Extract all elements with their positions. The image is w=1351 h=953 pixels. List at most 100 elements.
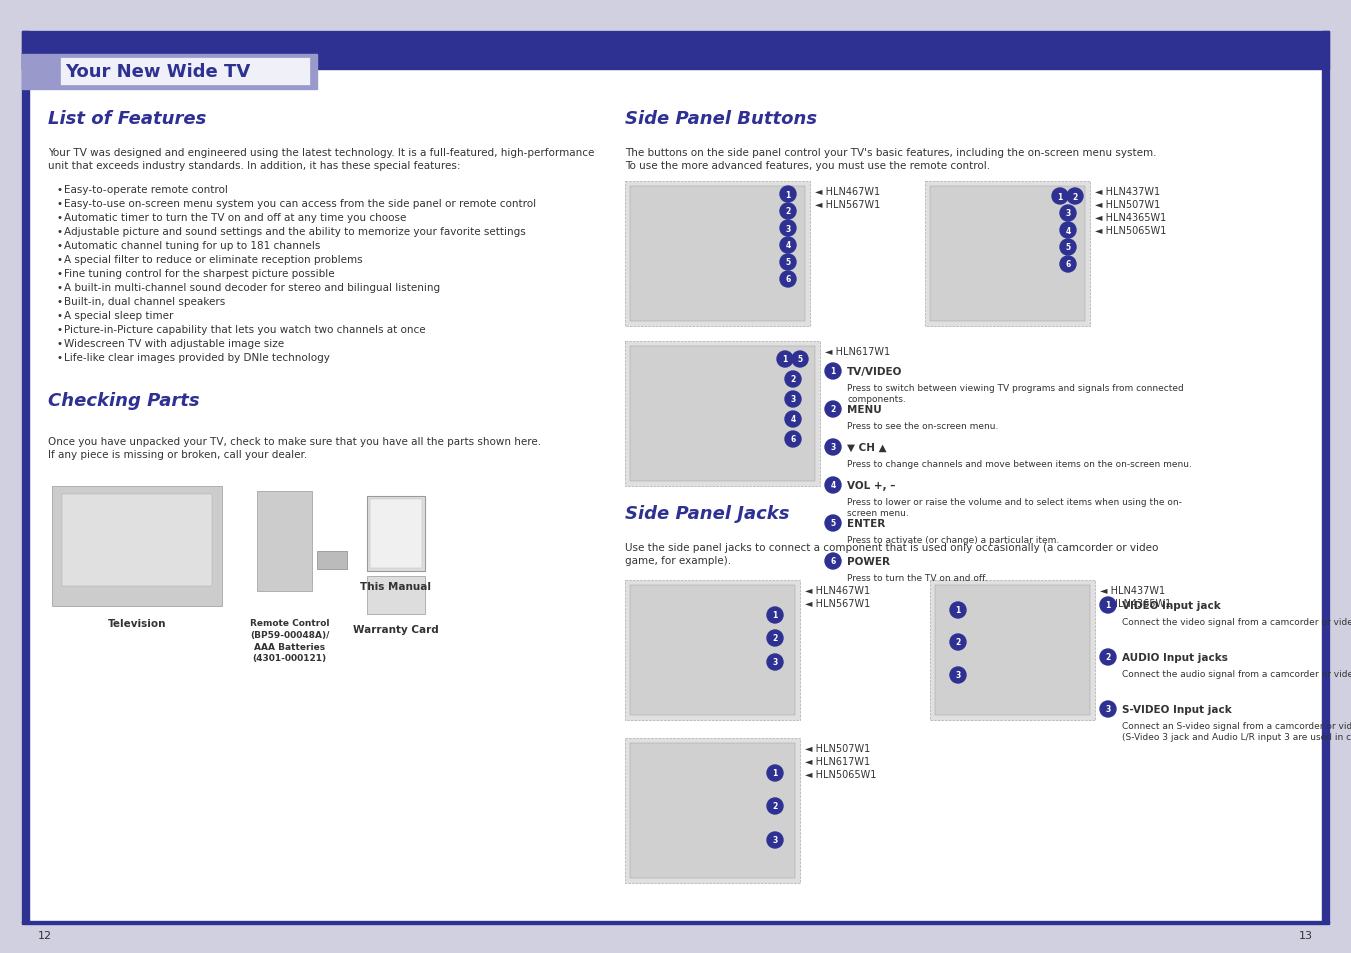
Circle shape (825, 439, 842, 456)
Bar (935, 585, 1090, 716)
Text: •: • (55, 269, 62, 278)
Text: 2: 2 (773, 801, 778, 811)
Text: •: • (55, 283, 62, 293)
Bar (626, 341, 820, 486)
Circle shape (1061, 223, 1075, 239)
Text: S-VIDEO Input jack: S-VIDEO Input jack (1121, 704, 1232, 714)
Text: Picture-in-Picture capability that lets you watch two channels at once: Picture-in-Picture capability that lets … (63, 325, 426, 335)
Text: 12: 12 (38, 930, 53, 940)
Text: •: • (55, 254, 62, 265)
Text: 1: 1 (773, 769, 778, 778)
Circle shape (825, 477, 842, 494)
Bar (51, 486, 222, 606)
Text: 1: 1 (1058, 193, 1063, 201)
Text: Automatic channel tuning for up to 181 channels: Automatic channel tuning for up to 181 c… (63, 241, 320, 251)
Text: 1: 1 (785, 191, 790, 199)
Text: 1: 1 (831, 367, 836, 376)
Text: A special filter to reduce or eliminate reception problems: A special filter to reduce or eliminate … (63, 254, 362, 265)
Bar (626, 739, 800, 883)
Text: components.: components. (847, 395, 905, 403)
Text: •: • (55, 213, 62, 223)
Text: Warranty Card: Warranty Card (353, 624, 439, 635)
Bar (367, 577, 426, 615)
Text: ENTER: ENTER (847, 518, 885, 529)
Text: 1: 1 (773, 611, 778, 619)
Text: Television: Television (108, 618, 166, 628)
Text: game, for example).: game, for example). (626, 556, 731, 565)
Bar (929, 187, 1085, 322)
Circle shape (792, 352, 808, 368)
Text: ◄ HLN617W1: ◄ HLN617W1 (825, 347, 890, 356)
Text: ◄ HLN467W1: ◄ HLN467W1 (805, 585, 870, 596)
Text: POWER: POWER (847, 557, 890, 566)
Text: 6: 6 (831, 557, 836, 566)
Text: List of Features: List of Features (49, 110, 207, 128)
Text: A built-in multi-channel sound decoder for stereo and bilingual listening: A built-in multi-channel sound decoder f… (63, 283, 440, 293)
Text: 3: 3 (773, 836, 778, 844)
Text: (S-Video 3 jack and Audio L/R input 3 are used in conjunction.): (S-Video 3 jack and Audio L/R input 3 ar… (1121, 732, 1351, 741)
Text: ◄ HLN4365W1: ◄ HLN4365W1 (1096, 213, 1166, 223)
Text: unit that exceeds industry standards. In addition, it has these special features: unit that exceeds industry standards. In… (49, 161, 461, 171)
Text: This Manual: This Manual (361, 581, 431, 592)
Circle shape (780, 187, 796, 203)
Circle shape (785, 412, 801, 428)
Text: ◄ HLN507W1: ◄ HLN507W1 (1096, 200, 1161, 210)
Circle shape (767, 655, 784, 670)
Circle shape (767, 799, 784, 814)
Circle shape (950, 602, 966, 618)
Text: Press to activate (or change) a particular item.: Press to activate (or change) a particul… (847, 536, 1059, 544)
Text: Press to change channels and move between items on the on-screen menu.: Press to change channels and move betwee… (847, 459, 1192, 469)
Text: 3: 3 (955, 671, 961, 679)
Text: If any piece is missing or broken, call your dealer.: If any piece is missing or broken, call … (49, 450, 307, 459)
Text: ◄ HLN437W1: ◄ HLN437W1 (1096, 187, 1161, 196)
Text: 5: 5 (1066, 243, 1070, 253)
Text: Press to turn the TV on and off.: Press to turn the TV on and off. (847, 574, 988, 582)
Text: ◄ HLN4365W1: ◄ HLN4365W1 (1100, 598, 1171, 608)
Text: Checking Parts: Checking Parts (49, 392, 200, 410)
Text: 6: 6 (790, 435, 796, 444)
Text: Press to lower or raise the volume and to select items when using the on-: Press to lower or raise the volume and t… (847, 497, 1182, 506)
Text: 5: 5 (797, 355, 802, 364)
Circle shape (767, 607, 784, 623)
Text: •: • (55, 185, 62, 194)
Circle shape (825, 554, 842, 569)
Text: Adjustable picture and sound settings and the ability to memorize your favorite : Adjustable picture and sound settings an… (63, 227, 526, 236)
Circle shape (780, 204, 796, 220)
Bar (630, 743, 794, 878)
Text: ◄ HLN507W1: ◄ HLN507W1 (805, 743, 870, 753)
Text: 6: 6 (1066, 260, 1070, 269)
Text: •: • (55, 199, 62, 209)
Text: A special sleep timer: A special sleep timer (63, 311, 173, 320)
Text: Use the side panel jacks to connect a component that is used only occasionally (: Use the side panel jacks to connect a co… (626, 542, 1158, 553)
Text: Easy-to-use on-screen menu system you can access from the side panel or remote c: Easy-to-use on-screen menu system you ca… (63, 199, 536, 209)
Bar (22, 55, 317, 90)
Bar (317, 552, 347, 569)
Bar (1323, 32, 1329, 923)
Text: Fine tuning control for the sharpest picture possible: Fine tuning control for the sharpest pic… (63, 269, 335, 278)
Text: TV/VIDEO: TV/VIDEO (847, 367, 902, 376)
Text: ◄ HLN567W1: ◄ HLN567W1 (805, 598, 870, 608)
Text: 2: 2 (773, 634, 778, 643)
Text: 5: 5 (785, 258, 790, 267)
Text: 2: 2 (955, 638, 961, 647)
Circle shape (780, 254, 796, 271)
Circle shape (825, 401, 842, 417)
Text: Easy-to-operate remote control: Easy-to-operate remote control (63, 185, 228, 194)
Circle shape (1100, 598, 1116, 614)
Text: 3: 3 (1066, 210, 1070, 218)
Text: ◄ HLN437W1: ◄ HLN437W1 (1100, 585, 1165, 596)
Circle shape (1067, 189, 1084, 205)
Bar (22, 921, 1329, 924)
Text: 6: 6 (785, 275, 790, 284)
Text: •: • (55, 296, 62, 307)
Circle shape (825, 364, 842, 379)
Circle shape (785, 392, 801, 408)
Circle shape (1061, 256, 1075, 273)
Text: 2: 2 (1073, 193, 1078, 201)
Text: Automatic timer to turn the TV on and off at any time you choose: Automatic timer to turn the TV on and of… (63, 213, 407, 223)
Text: ◄ HLN467W1: ◄ HLN467W1 (815, 187, 880, 196)
Text: Connect the video signal from a camcorder or video game.: Connect the video signal from a camcorde… (1121, 618, 1351, 626)
Circle shape (780, 221, 796, 236)
Text: 3: 3 (790, 395, 796, 404)
Circle shape (1100, 701, 1116, 718)
